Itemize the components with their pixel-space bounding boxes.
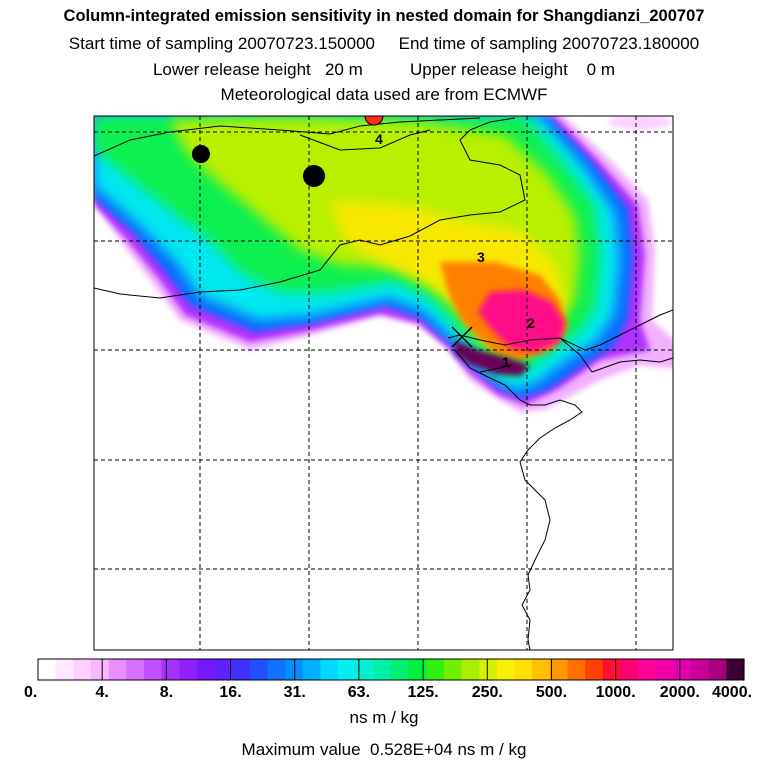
- region-label-1: 1: [502, 354, 510, 370]
- colorbar-swatch: [708, 659, 727, 680]
- colorbar-swatch: [620, 659, 639, 680]
- region-label-3: 3: [477, 249, 485, 265]
- colorbar-swatch: [655, 659, 674, 680]
- colorbar-swatch: [320, 659, 339, 680]
- colorbar-swatch: [126, 659, 145, 680]
- colorbar-tick-label: 31.: [283, 684, 306, 701]
- colorbar-swatch: [285, 659, 304, 680]
- colorbar-swatch: [232, 659, 251, 680]
- colorbar-swatch: [214, 659, 233, 680]
- colorbar-tick-label: 16.: [219, 684, 242, 701]
- colorbar-swatch: [443, 659, 463, 680]
- colorbar-swatch: [355, 659, 374, 680]
- plume-wisp: [608, 116, 672, 130]
- colorbar-tick-label: 1000.: [595, 684, 636, 701]
- colorbar-swatch: [514, 659, 533, 680]
- colorbar-swatch: [90, 659, 110, 680]
- plume-layer-magenta: [478, 290, 565, 352]
- colorbar: [37, 658, 745, 681]
- colorbar-swatch: [373, 659, 392, 680]
- colorbar-swatch: [479, 659, 498, 680]
- colorbar-tick-label: 125.: [407, 684, 439, 701]
- colorbar-tick-label: 4.: [95, 684, 109, 701]
- colorbar-swatch: [691, 659, 710, 680]
- colorbar-swatch: [161, 659, 180, 680]
- colorbar-swatch: [38, 659, 57, 680]
- colorbar-tick-label: 8.: [159, 684, 174, 701]
- colorbar-tick-label: 2000.: [659, 684, 700, 701]
- release-height-line: Lower release height 20 m Upper release …: [152, 60, 616, 79]
- colorbar-tick-label: 4000.: [712, 684, 753, 701]
- met-data-line: Meteorological data used are from ECMWF: [220, 85, 548, 104]
- colorbar-unit-label: ns m / kg: [349, 708, 419, 727]
- colorbar-swatch: [391, 659, 410, 680]
- colorbar-swatch: [532, 659, 551, 680]
- colorbar-swatch: [55, 659, 74, 680]
- colorbar-tick-label: 500.: [535, 684, 568, 701]
- region-label-4: 4: [375, 131, 383, 147]
- colorbar-swatch: [638, 659, 657, 680]
- region-label-2: 2: [527, 315, 535, 331]
- colorbar-swatch: [726, 659, 745, 680]
- colorbar-swatch: [108, 659, 127, 680]
- map-title: Column-integrated emission sensitivity i…: [63, 7, 705, 25]
- colorbar-swatch: [549, 659, 569, 680]
- plume-field: [94, 116, 673, 412]
- colorbar-swatch: [179, 659, 198, 680]
- colorbar-swatch: [267, 659, 286, 680]
- colorbar-swatch: [496, 659, 516, 680]
- max-value-label: Maximum value 0.528E+04 ns m / kg: [241, 740, 527, 759]
- colorbar-swatch: [302, 659, 321, 680]
- colorbar-swatch: [196, 659, 216, 680]
- colorbar-swatch: [567, 659, 586, 680]
- sampling-time-line: Start time of sampling 20070723.150000 E…: [68, 34, 700, 53]
- colorbar-tick-label: 250.: [471, 684, 503, 701]
- site-marker: [303, 165, 325, 187]
- site-marker: [192, 145, 210, 163]
- colorbar-tick-label: 63.: [347, 684, 371, 701]
- colorbar-swatch: [249, 659, 269, 680]
- colorbar-outline: [37, 658, 745, 681]
- colorbar-swatch: [143, 659, 163, 680]
- colorbar-swatch: [73, 659, 92, 680]
- colorbar-swatch: [585, 659, 604, 680]
- colorbar-swatch: [408, 659, 427, 680]
- plume-layer-max: [455, 340, 530, 376]
- colorbar-swatch: [338, 659, 357, 680]
- source-cross-marker: [451, 326, 473, 348]
- grid-lines: [94, 116, 673, 650]
- colorbar-swatch: [461, 659, 480, 680]
- colorbar-tick-label: 0.: [24, 684, 38, 701]
- colorbar-swatch: [673, 659, 692, 680]
- colorbar-swatch: [602, 659, 622, 680]
- receptor-marker: [364, 115, 384, 126]
- colorbar-swatch: [426, 659, 445, 680]
